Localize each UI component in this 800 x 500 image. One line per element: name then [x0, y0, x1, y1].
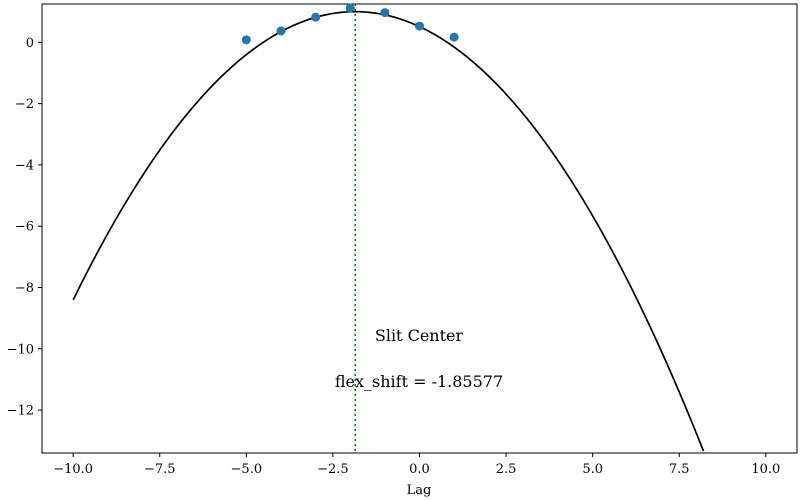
fit-curve-line	[72, 10, 705, 452]
x-tick-label: −7.5	[144, 462, 176, 477]
y-tick-label: −12	[7, 404, 34, 419]
x-tick-label: −5.0	[231, 462, 263, 477]
x-tick-label: 0.0	[409, 462, 430, 477]
x-tick-label: 10.0	[751, 462, 780, 477]
scatter-point	[311, 12, 321, 22]
y-tick-label: −2	[15, 97, 34, 112]
y-tick-label: −8	[15, 281, 34, 296]
x-tick-label: 2.5	[496, 462, 517, 477]
scatter-point	[449, 32, 459, 42]
x-tick-label: 7.5	[669, 462, 690, 477]
scatter-point	[415, 21, 424, 31]
x-tick-label: −10.0	[53, 462, 93, 477]
annotation-flex-shift: flex_shift = -1.85577	[335, 372, 503, 391]
scatter-point	[276, 26, 286, 36]
x-axis-ticks: −10.0 −7.5 −5.0 −2.5 0.0 2.5 5.0 7.5 10.0	[53, 453, 780, 477]
scatter-point	[345, 3, 355, 13]
y-axis-ticks: 0 −2 −4 −6 −8 −10 −12	[7, 36, 42, 419]
y-tick-label: −10	[7, 342, 34, 357]
x-axis-label: Lag	[407, 483, 432, 498]
y-tick-label: 0	[26, 36, 34, 51]
scatter-point	[241, 35, 251, 45]
scatter-points	[241, 3, 459, 45]
annotation-slit-center: Slit Center	[375, 326, 464, 345]
x-tick-label: 5.0	[582, 462, 603, 477]
scatter-point	[380, 8, 390, 18]
x-tick-label: −2.5	[317, 462, 349, 477]
y-tick-label: −4	[15, 158, 34, 173]
y-tick-label: −6	[15, 220, 34, 235]
